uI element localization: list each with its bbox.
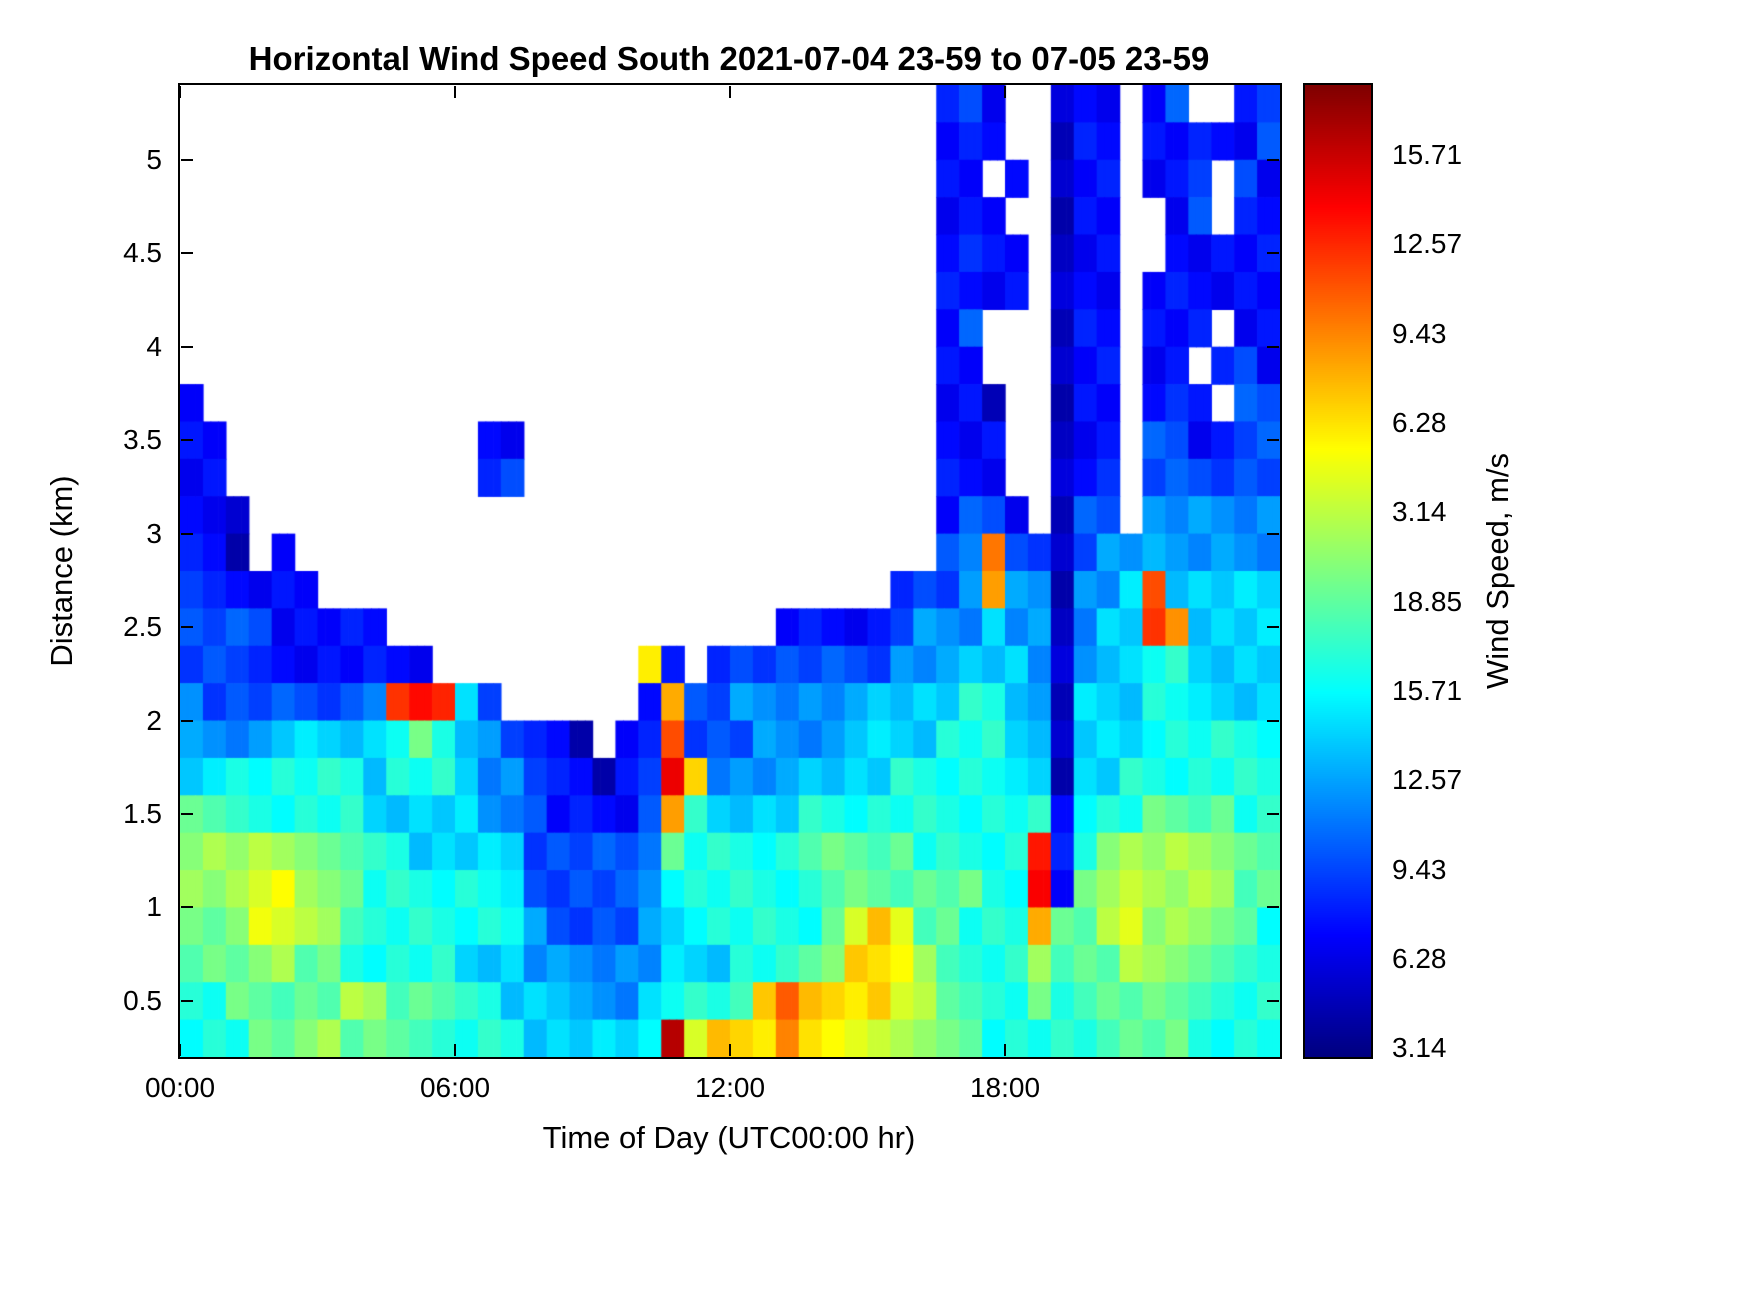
x-tick-mark <box>179 1044 181 1056</box>
y-tick-label: 3.5 <box>123 424 162 456</box>
colorbar-tick-label: 6.28 <box>1392 942 1447 974</box>
y-tick-mark <box>1267 813 1279 815</box>
x-tick-mark <box>1004 86 1006 98</box>
y-tick-mark <box>1267 439 1279 442</box>
y-tick-mark <box>181 532 193 535</box>
heatmap-canvas <box>180 85 1280 1057</box>
y-tick-mark <box>181 158 193 161</box>
y-tick-mark <box>181 813 193 815</box>
y-tick-mark <box>181 345 193 348</box>
plot-frame <box>178 83 1282 1059</box>
colorbar-tick-label: 9.43 <box>1392 317 1447 349</box>
y-tick-label: 4.5 <box>123 237 162 269</box>
y-tick-mark <box>181 252 193 255</box>
y-tick-mark <box>1267 999 1279 1002</box>
y-tick-mark <box>181 626 193 629</box>
colorbar-frame <box>1303 83 1373 1059</box>
x-tick-mark <box>454 86 456 98</box>
y-tick-label: 4 <box>146 330 162 362</box>
y-tick-mark <box>1267 906 1279 909</box>
chart-title: Horizontal Wind Speed South 2021-07-04 2… <box>248 40 1210 77</box>
colorbar-tick-label: 12.57 <box>1392 228 1463 260</box>
colorbar-tick-label: 3.14 <box>1392 496 1447 528</box>
y-tick-mark <box>1267 158 1279 161</box>
y-tick-label: 1 <box>146 891 162 923</box>
x-tick-mark <box>454 1044 456 1056</box>
x-tick-mark <box>1004 1044 1006 1056</box>
y-tick-label: 2 <box>146 704 162 736</box>
x-tick-mark <box>179 86 181 98</box>
y-tick-mark <box>1267 532 1279 535</box>
colorbar-tick-label: 9.43 <box>1392 853 1447 885</box>
y-tick-mark <box>1267 626 1279 629</box>
y-tick-mark <box>181 999 193 1002</box>
colorbar-tick-label: 15.71 <box>1392 674 1463 706</box>
colorbar-tick-label: 15.71 <box>1392 138 1463 170</box>
y-tick-mark <box>1267 719 1279 722</box>
y-tick-label: 3 <box>146 517 162 549</box>
colorbar-tick-label: 3.14 <box>1392 1032 1447 1064</box>
x-tick-label: 18:00 <box>969 1072 1041 1103</box>
y-tick-mark <box>181 719 193 722</box>
colorbar-tick-label: 18.85 <box>1392 585 1463 617</box>
x-tick-mark <box>729 86 731 98</box>
y-tick-mark <box>1267 345 1279 348</box>
colorbar-tick-label: 12.57 <box>1392 764 1463 796</box>
y-tick-label: 5 <box>146 143 162 175</box>
y-tick-label: 0.5 <box>123 984 162 1016</box>
x-tick-label: 06:00 <box>419 1072 491 1103</box>
y-tick-mark <box>181 906 193 909</box>
colorbar-canvas <box>1305 85 1371 1057</box>
y-tick-label: 2.5 <box>123 611 162 643</box>
x-tick-label: 00:00 <box>144 1072 216 1103</box>
colorbar-label: Wind Speed, m/s <box>1480 452 1515 690</box>
x-tick-mark <box>729 1044 731 1056</box>
y-tick-mark <box>181 439 193 442</box>
x-axis-label: Time of Day (UTC00:00 hr) <box>542 1120 916 1155</box>
y-tick-mark <box>1267 252 1279 255</box>
y-tick-label: 1.5 <box>123 798 162 829</box>
colorbar-tick-label: 6.28 <box>1392 406 1447 438</box>
x-tick-label: 12:00 <box>694 1072 766 1103</box>
